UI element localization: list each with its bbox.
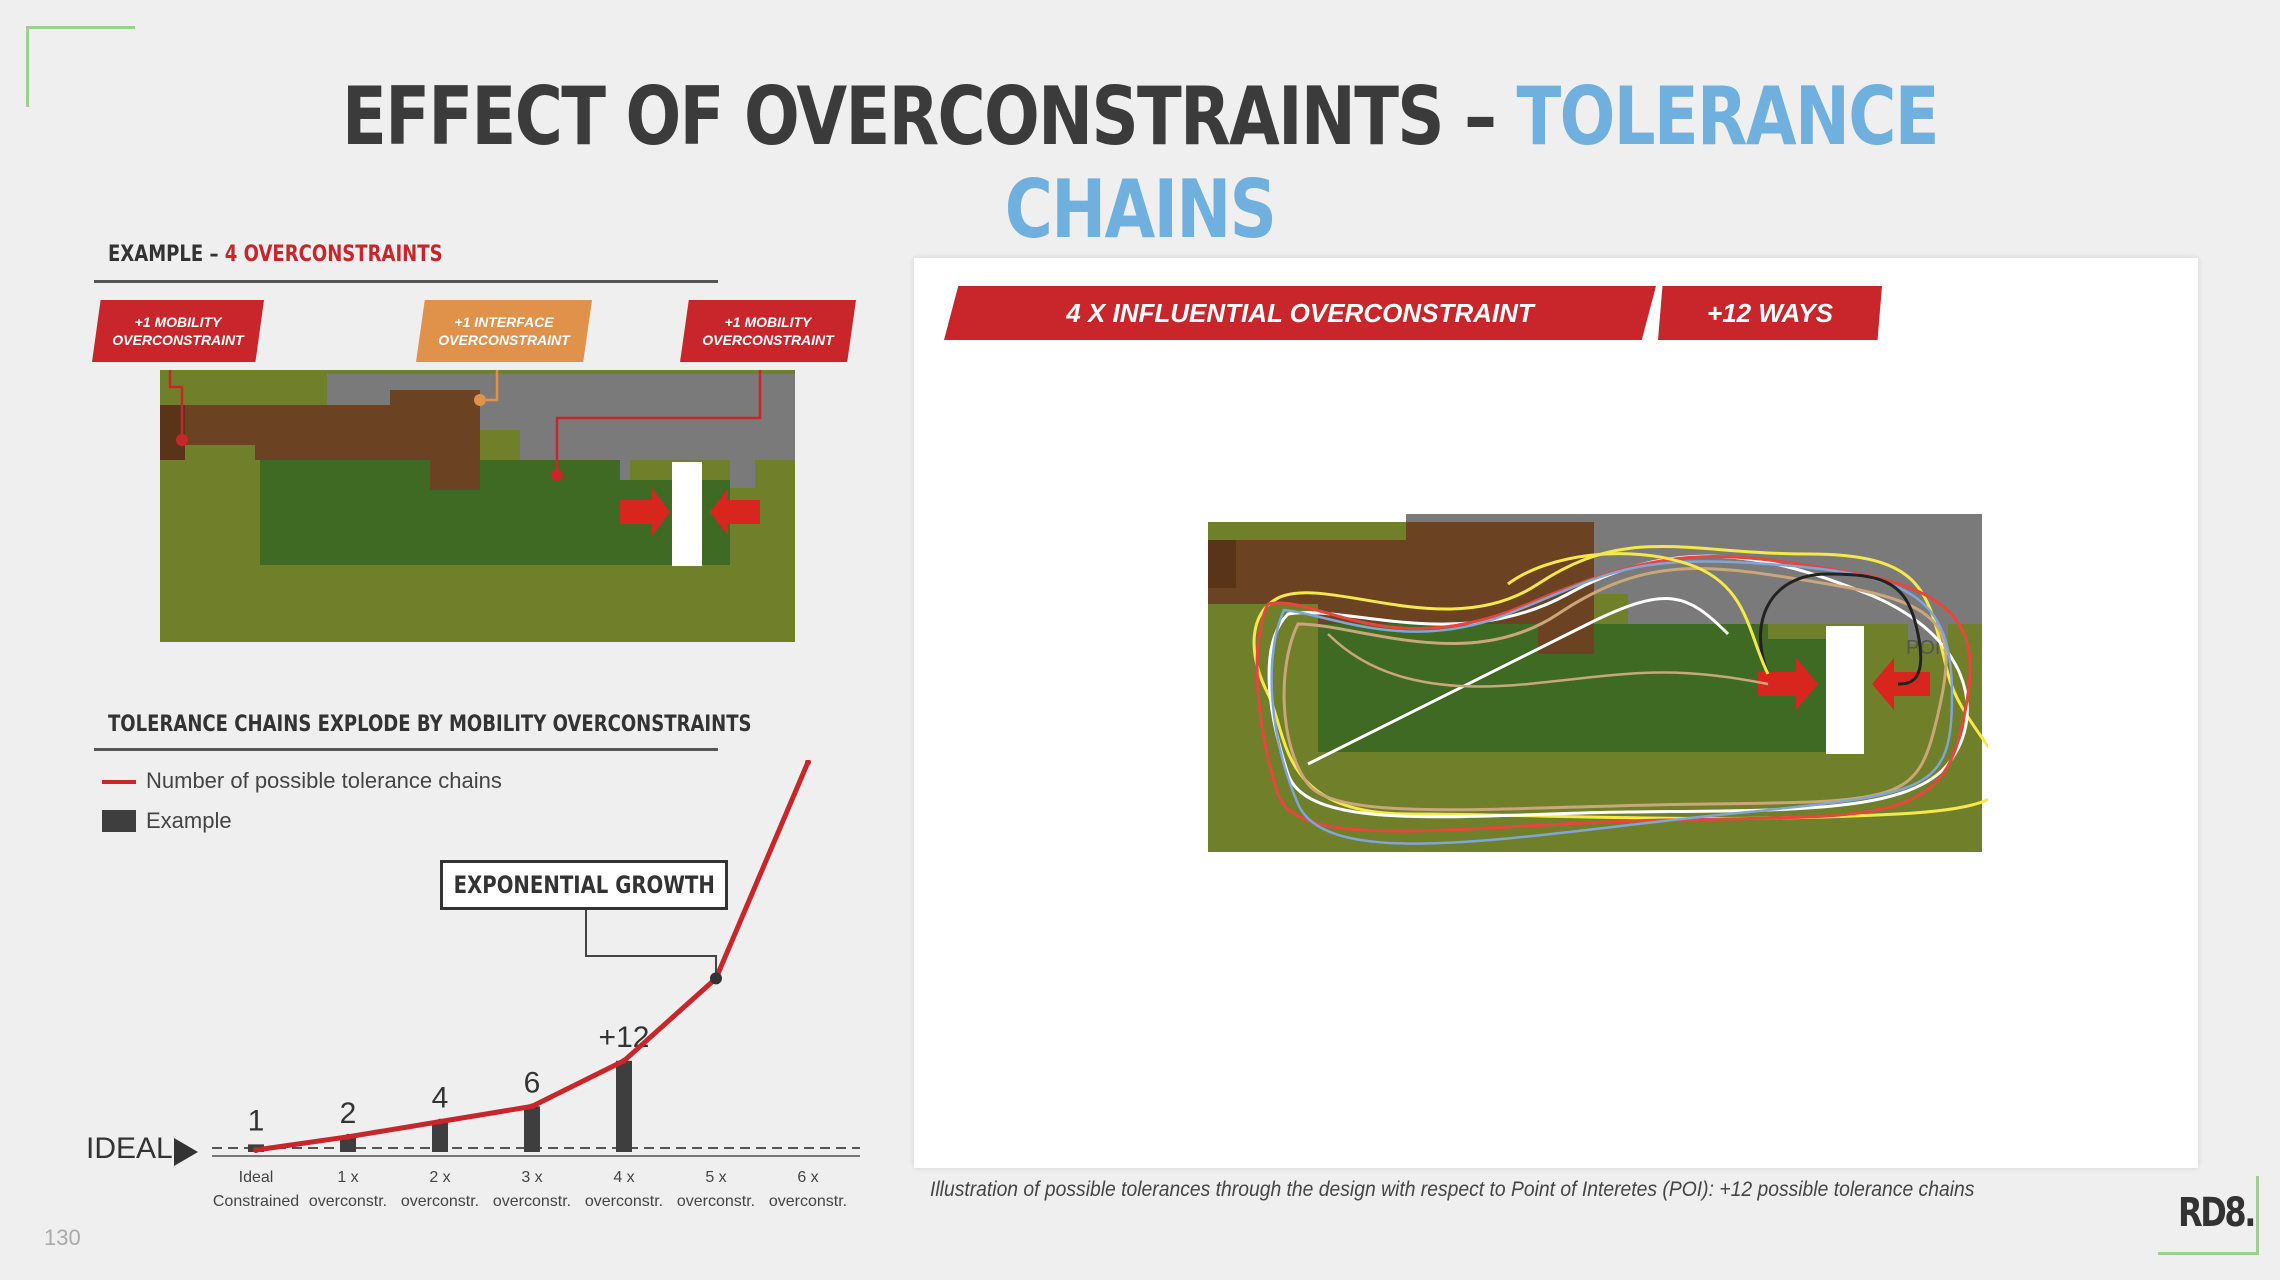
bar-label-0: 1 [248, 1104, 265, 1137]
bar-label-1: 2 [340, 1097, 357, 1130]
x-tick-sublabel-1: overconstr. [309, 1193, 387, 1210]
line-point-4 [621, 1057, 627, 1064]
example-heading-highlight: 4 OVERCONSTRAINTS [224, 242, 443, 267]
line-point-0 [253, 1147, 259, 1153]
title-accent-text: TOLERANCE CHAINS [1004, 70, 1940, 256]
ideal-arrow-icon [174, 1138, 198, 1166]
callout-connector [585, 910, 717, 979]
example-heading: EXAMPLE – 4 OVERCONSTRAINTS [108, 242, 443, 267]
legend-line-label: Number of possible tolerance chains [146, 768, 502, 793]
x-tick-label-0: Ideal [239, 1169, 274, 1186]
tolerance-heading-rule [94, 748, 718, 751]
rd8-logo: RD8. [2178, 1190, 2256, 1236]
legend-box-swatch [102, 810, 136, 832]
bar-1 [340, 1136, 356, 1152]
illustration-panel: 4 X INFLUENTIAL OVERCONSTRAINT +12 WAYS … [914, 258, 2198, 1168]
exponential-growth-text: EXPONENTIAL GROWTH [453, 871, 715, 899]
corner-decoration-bottom-right [2158, 1176, 2259, 1255]
poi-gap [672, 462, 702, 566]
tag-mobility-overconstraint-1: +1 MOBILITY OVERCONSTRAINT [92, 300, 264, 362]
x-tick-sublabel-3: overconstr. [493, 1193, 571, 1210]
x-tick-sublabel-6: overconstr. [769, 1193, 847, 1210]
top-part [160, 390, 480, 490]
corner-decoration-top-left [26, 26, 135, 107]
x-tick-sublabel-5: overconstr. [677, 1193, 755, 1210]
line-point-2 [437, 1118, 443, 1125]
legend-line-swatch [102, 780, 136, 784]
x-tick-label-3: 3 x [521, 1169, 542, 1186]
line-point-6 [805, 760, 811, 766]
line-point-3 [529, 1103, 535, 1110]
tolerance-paths-diagram: POI [1208, 514, 1988, 852]
x-tick-sublabel-2: overconstr. [401, 1193, 479, 1210]
line-point-1 [345, 1133, 351, 1140]
x-tick-sublabel-0: Constrained [213, 1193, 299, 1210]
bar-3 [524, 1106, 540, 1152]
bar-4 [616, 1060, 632, 1152]
x-tick-label-6: 6 x [797, 1169, 818, 1186]
example-heading-prefix: EXAMPLE – [108, 242, 225, 267]
banner-influential-overconstraint: 4 X INFLUENTIAL OVERCONSTRAINT [944, 286, 1656, 340]
title-main-text: EFFECT OF OVERCONSTRAINTS – [342, 70, 1517, 163]
callout-point [710, 972, 722, 985]
x-tick-sublabel-4: overconstr. [585, 1193, 663, 1210]
mechanism-diagram [160, 370, 795, 642]
banner-ways: +12 WAYS [1658, 286, 1882, 340]
inner-part [260, 460, 730, 565]
x-tick-label-2: 2 x [429, 1169, 450, 1186]
x-tick-label-5: 5 x [705, 1169, 726, 1186]
poi-label: POI [1906, 637, 1940, 659]
x-tick-label-1: 1 x [337, 1169, 358, 1186]
ideal-label: IDEAL [86, 1132, 173, 1165]
bar-2 [432, 1121, 448, 1152]
tag-interface-overconstraint: +1 INTERFACE OVERCONSTRAINT [416, 300, 592, 362]
tolerance-heading: TOLERANCE CHAINS EXPLODE BY MOBILITY OVE… [108, 712, 752, 737]
illustration-caption: Illustration of possible tolerances thro… [930, 1178, 1975, 1201]
arrow-right-icon [620, 488, 670, 536]
growth-chart: 1 2 4 6 +12 Ideal Constrained 1 x overconstr. 2 … [212, 760, 860, 1210]
x-tick-label-4: 4 x [613, 1169, 634, 1186]
legend-box-label: Example [146, 808, 232, 833]
tag-mobility-overconstraint-2: +1 MOBILITY OVERCONSTRAINT [680, 300, 856, 362]
arrow-left-icon [710, 488, 760, 536]
bar-label-2: 4 [432, 1082, 449, 1115]
bar-label-4: +12 [599, 1021, 650, 1054]
bar-label-3: 6 [524, 1066, 541, 1099]
page-number: 130 [44, 1225, 81, 1250]
exponential-growth-callout: EXPONENTIAL GROWTH [440, 860, 728, 910]
example-heading-rule [94, 280, 718, 283]
slide-title: EFFECT OF OVERCONSTRAINTS – TOLERANCE CH… [205, 70, 2075, 256]
